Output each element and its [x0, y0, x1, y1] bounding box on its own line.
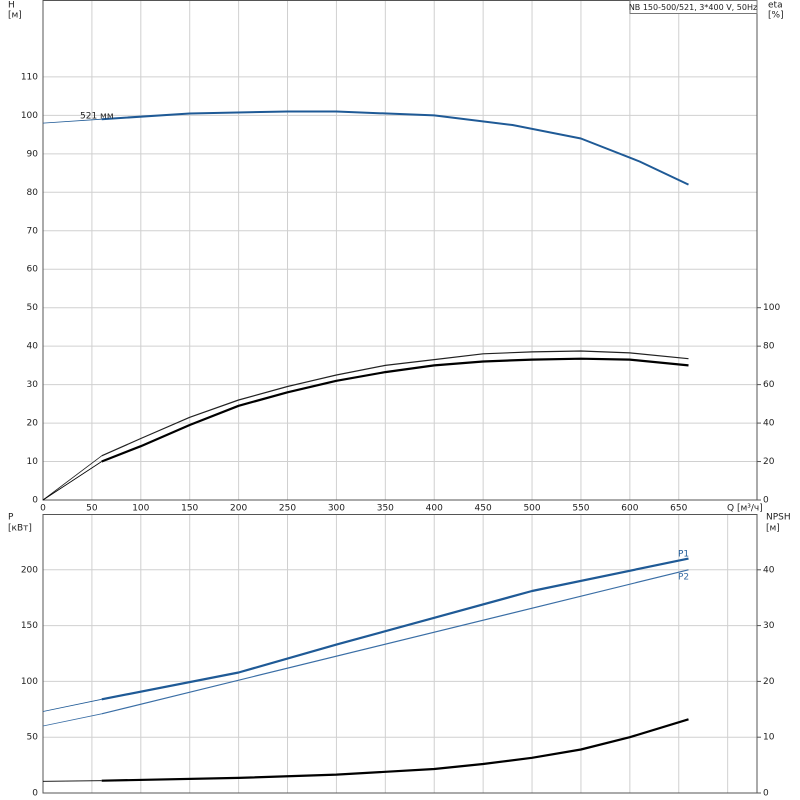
y2-tick-label: 40 — [763, 565, 775, 575]
curve — [42, 780, 102, 782]
y-tick-label: 110 — [21, 72, 38, 82]
chart-title: NB 150-500/521, 3*400 V, 50Hz — [629, 3, 757, 12]
title-box — [629, 0, 758, 14]
y2-tick-label: 100 — [763, 303, 780, 313]
y-tick-label: 50 — [27, 303, 39, 313]
x-tick-label: 300 — [328, 504, 345, 514]
y2-axis-label: eta — [768, 1, 783, 11]
y2-axis-unit: [м] — [766, 524, 780, 534]
curve — [42, 698, 102, 712]
y-tick-label: 40 — [27, 342, 39, 352]
curve — [42, 118, 102, 124]
curve — [42, 461, 102, 501]
y2-tick-label: 10 — [763, 733, 775, 743]
y-tick-label: 0 — [32, 496, 38, 506]
x-tick-label: 600 — [621, 504, 638, 514]
y-tick-label: 70 — [27, 226, 39, 236]
y2-axis-label: NPSH — [766, 513, 791, 523]
x-tick-label: 550 — [572, 504, 589, 514]
curve — [101, 569, 689, 715]
plot-frame — [42, 514, 758, 794]
y-axis-unit: [м] — [8, 11, 22, 21]
y-tick-label: 200 — [21, 565, 38, 575]
x-tick-label: 400 — [426, 504, 443, 514]
x-tick-label: 650 — [670, 504, 687, 514]
y2-tick-label: 20 — [763, 457, 775, 467]
y-tick-label: 100 — [21, 111, 38, 121]
x-tick-label: 350 — [377, 504, 394, 514]
y-tick-label: 60 — [27, 265, 39, 275]
y2-tick-label: 0 — [763, 789, 769, 799]
curve — [101, 110, 689, 186]
y-tick-label: 10 — [27, 457, 39, 467]
y-tick-label: 30 — [27, 380, 39, 390]
series-label: P1 — [678, 550, 689, 560]
x-tick-label: 500 — [523, 504, 540, 514]
x-tick-label: 50 — [86, 504, 98, 514]
plot-frame — [42, 0, 758, 501]
x-tick-label: 100 — [132, 504, 149, 514]
curve — [101, 350, 689, 457]
x-tick-label: 250 — [279, 504, 296, 514]
curve — [101, 357, 689, 463]
y-axis-label: H — [8, 1, 15, 11]
x-tick-label: 450 — [475, 504, 492, 514]
curve — [42, 713, 102, 727]
y-tick-label: 20 — [27, 419, 39, 429]
curve — [101, 557, 689, 701]
x-tick-label: 0 — [40, 504, 46, 514]
y2-tick-label: 80 — [763, 342, 775, 352]
y-tick-label: 50 — [27, 733, 39, 743]
y2-tick-label: 60 — [763, 380, 775, 390]
x-tick-label: 150 — [181, 504, 198, 514]
y2-tick-label: 0 — [763, 496, 769, 506]
y-tick-label: 90 — [27, 149, 39, 159]
y-tick-label: 150 — [21, 621, 38, 631]
series-label: 521 мм — [80, 112, 114, 122]
x-axis-label: Q [м³/ч] — [727, 504, 763, 514]
y-axis-unit: [кВт] — [8, 524, 32, 534]
y-tick-label: 0 — [32, 789, 38, 799]
y2-tick-label: 20 — [763, 677, 775, 687]
x-tick-label: 200 — [230, 504, 247, 514]
curve — [101, 718, 689, 782]
y-tick-label: 80 — [27, 188, 39, 198]
y-axis-label: P — [8, 513, 14, 523]
curve — [42, 455, 102, 501]
y2-tick-label: 40 — [763, 419, 775, 429]
y-tick-label: 100 — [21, 677, 38, 687]
y2-axis-unit: [%] — [768, 11, 784, 21]
y2-tick-label: 30 — [763, 621, 775, 631]
series-label: P2 — [678, 573, 689, 583]
